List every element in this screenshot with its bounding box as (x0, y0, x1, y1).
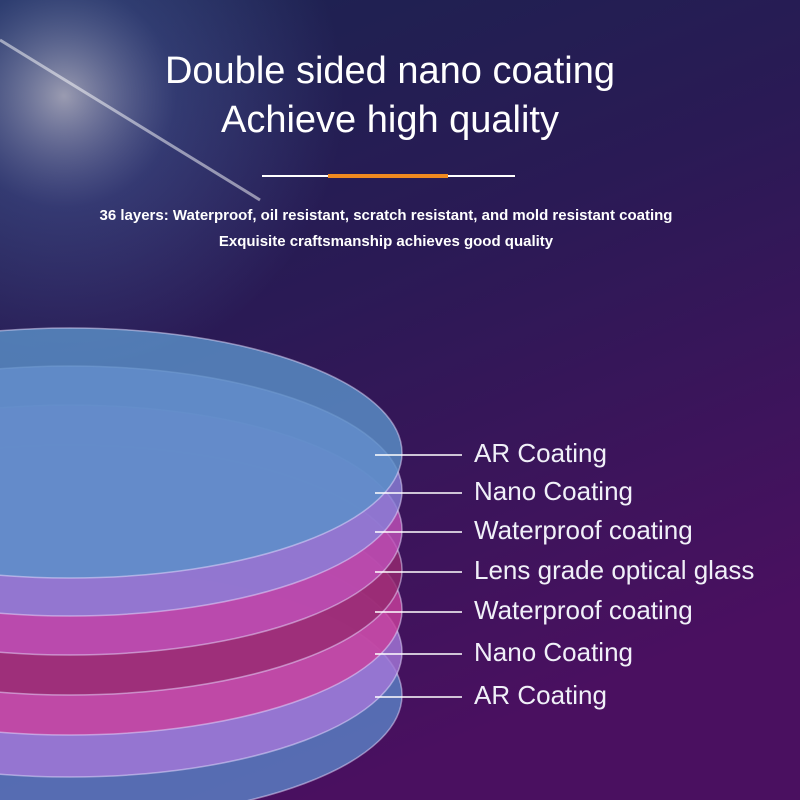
layer-label: AR Coating (474, 438, 607, 468)
lens-layers (0, 327, 403, 800)
title-line: Double sided nano coating (165, 50, 615, 92)
light-beam (0, 38, 261, 202)
layer-labels: AR Coating Nano Coating Waterproof coating… (375, 438, 754, 710)
header: Double sided nano coating Achieve high q… (100, 50, 673, 250)
layer-label: Waterproof coating (474, 595, 693, 625)
subtitle-line: Exquisite craftsmanship achieves good qu… (219, 233, 554, 250)
title-line: Achieve high quality (221, 99, 559, 141)
layer-label: Nano Coating (474, 476, 633, 506)
layer-label: Lens grade optical glass (474, 555, 754, 585)
lens-layer (0, 327, 403, 579)
layer-label: Waterproof coating (474, 515, 693, 545)
layer-label: Nano Coating (474, 637, 633, 667)
subtitle-line: 36 layers: Waterproof, oil resistant, sc… (100, 207, 673, 224)
layer-label: AR Coating (474, 680, 607, 710)
